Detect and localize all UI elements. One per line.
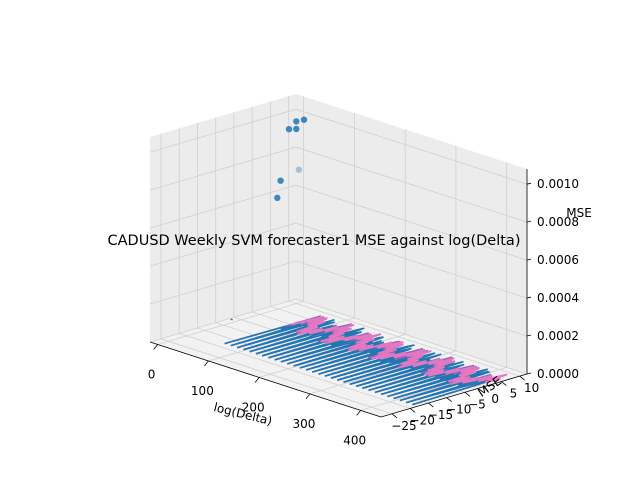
axes-spines xyxy=(149,169,528,418)
y-tick-label: −25 xyxy=(391,419,416,433)
series-line-blue xyxy=(224,319,491,406)
x-tick-label: 300 xyxy=(292,417,315,431)
x-tick xyxy=(204,360,209,367)
z-gridline xyxy=(149,298,528,375)
scatter-point xyxy=(285,126,293,133)
z-tick-label: 0.0002 xyxy=(537,329,579,343)
z-tick-label: 0.0006 xyxy=(537,253,579,267)
x-tick-label: 0 xyxy=(148,367,156,381)
y-tick-label: −15 xyxy=(428,408,453,422)
x-tick xyxy=(356,410,362,416)
y-tick xyxy=(391,413,398,419)
z-tick xyxy=(526,258,532,261)
z-axis-label: MSE xyxy=(566,206,592,220)
scatter-point xyxy=(277,177,284,184)
x-axis-line xyxy=(149,341,382,418)
z-tick xyxy=(526,372,532,375)
x-tick xyxy=(254,377,260,383)
axes-grid xyxy=(149,96,528,415)
z-tick xyxy=(526,220,532,223)
z-tick xyxy=(526,334,532,337)
chart-title: CADUSD Weekly SVM forecaster1 MSE agains… xyxy=(108,233,521,249)
z-gridline xyxy=(149,260,528,337)
z-tick xyxy=(526,182,532,185)
scatter-point xyxy=(293,118,300,125)
z-tick xyxy=(526,296,532,299)
y-tick xyxy=(428,402,434,408)
z-tick-label: 0.0010 xyxy=(537,177,579,191)
y-axis-line xyxy=(380,373,528,418)
y-tick-label: 10 xyxy=(524,381,539,395)
y-tick-label: −10 xyxy=(446,403,471,417)
y-tick xyxy=(464,391,471,397)
z-gridline xyxy=(149,222,528,299)
x-tick-label: 400 xyxy=(343,433,366,447)
scatter-point xyxy=(295,166,303,173)
y-tick xyxy=(446,397,452,402)
z-tick-label: 0.0004 xyxy=(537,291,579,305)
z-tick-label: 0.0008 xyxy=(537,215,579,229)
z-tick-label: 0.0000 xyxy=(537,367,579,381)
data-series xyxy=(224,116,508,406)
y-tick xyxy=(519,375,525,381)
y-tick xyxy=(409,408,416,413)
z-gridline xyxy=(149,108,528,185)
x-tick-label: 200 xyxy=(242,400,265,414)
y-tick-label: 5 xyxy=(510,387,518,401)
x-tick xyxy=(305,393,311,400)
series-line-pink xyxy=(291,316,508,385)
y-tick xyxy=(482,386,489,392)
y-tick-label: −5 xyxy=(468,397,486,411)
short-segment xyxy=(230,318,233,321)
x-tick-label: 100 xyxy=(191,384,214,398)
back-pane xyxy=(296,94,527,374)
side-pane xyxy=(150,94,296,342)
y-tick xyxy=(501,381,507,386)
y-tick-label: −20 xyxy=(410,413,435,427)
y-tick-label: 0 xyxy=(491,392,499,406)
scatter-point xyxy=(274,194,281,201)
x-tick xyxy=(153,344,158,350)
scatter-point xyxy=(293,125,300,133)
z-gridline xyxy=(149,146,528,223)
z-gridline xyxy=(149,184,528,261)
scatter-point xyxy=(300,116,308,123)
